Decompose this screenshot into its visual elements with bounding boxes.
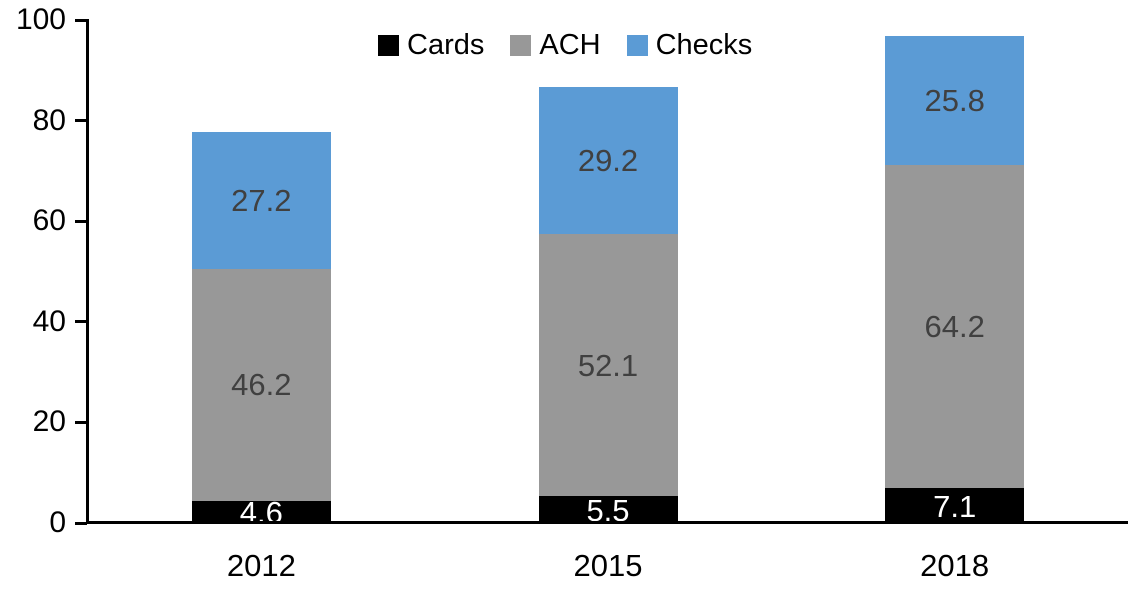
bar-2015: 5.5 52.1 29.2 — [538, 87, 678, 528]
bar-segment-cards-2015: 5.5 — [538, 492, 678, 528]
bar-value-label: 29.2 — [577, 143, 639, 179]
legend-label-ach: ACH — [539, 29, 601, 61]
bar-segment-ach-2012: 46.2 — [191, 268, 331, 501]
y-axis-tick-label: 20 — [32, 405, 66, 439]
y-axis-tick-label: 0 — [49, 506, 66, 539]
bar-segment-checks-2015: 29.2 — [538, 87, 678, 235]
y-axis-tick — [75, 219, 87, 223]
bar-segment-ach-2018: 64.2 — [885, 165, 1025, 489]
bar-value-label: 52.1 — [577, 347, 639, 383]
bar-value-label: 5.5 — [586, 492, 630, 528]
y-axis-tick-label: 80 — [32, 103, 66, 137]
bar-value-label: 46.2 — [231, 367, 292, 403]
y-axis-tick — [75, 18, 87, 22]
y-axis-tick — [75, 320, 87, 324]
x-axis-label-2018: 2018 — [920, 548, 990, 583]
legend-label-cards: Cards — [407, 29, 485, 61]
x-axis-label-2012: 2012 — [226, 548, 296, 583]
bar-value-label: 7.1 — [933, 488, 977, 524]
bar-2018: 7.1 64.2 25.8 — [885, 35, 1025, 524]
bar-segment-checks-2018: 25.8 — [885, 35, 1025, 166]
legend-item-ach: ACH — [510, 29, 601, 61]
bar-segment-cards-2018: 7.1 — [885, 488, 1025, 524]
y-axis-tick — [75, 521, 87, 525]
legend-swatch-cards — [378, 34, 399, 56]
legend-label-checks: Checks — [655, 29, 753, 61]
bar-value-label: 27.2 — [231, 182, 292, 218]
bar-segment-ach-2015: 52.1 — [538, 234, 678, 497]
y-axis-tick-label: 60 — [32, 204, 66, 238]
bar-segment-checks-2012: 27.2 — [191, 131, 331, 269]
y-axis-tick-label: 100 — [15, 3, 66, 36]
y-axis-tick — [75, 119, 87, 123]
bar-2012: 4.6 46.2 27.2 — [191, 131, 331, 528]
y-axis-line — [86, 19, 89, 524]
x-axis-line — [86, 521, 1128, 524]
y-axis-tick-label: 40 — [32, 304, 66, 338]
legend-item-cards: Cards — [378, 30, 484, 60]
bar-value-label: 25.8 — [924, 82, 985, 118]
legend-item-checks: Checks — [626, 29, 753, 61]
legend-swatch-checks — [626, 34, 648, 56]
x-axis-label-2015: 2015 — [573, 548, 643, 583]
chart-legend: Cards ACH Checks — [378, 30, 752, 60]
y-axis-tick — [75, 420, 87, 424]
legend-swatch-ach — [510, 34, 532, 56]
bar-value-label: 64.2 — [924, 309, 985, 345]
